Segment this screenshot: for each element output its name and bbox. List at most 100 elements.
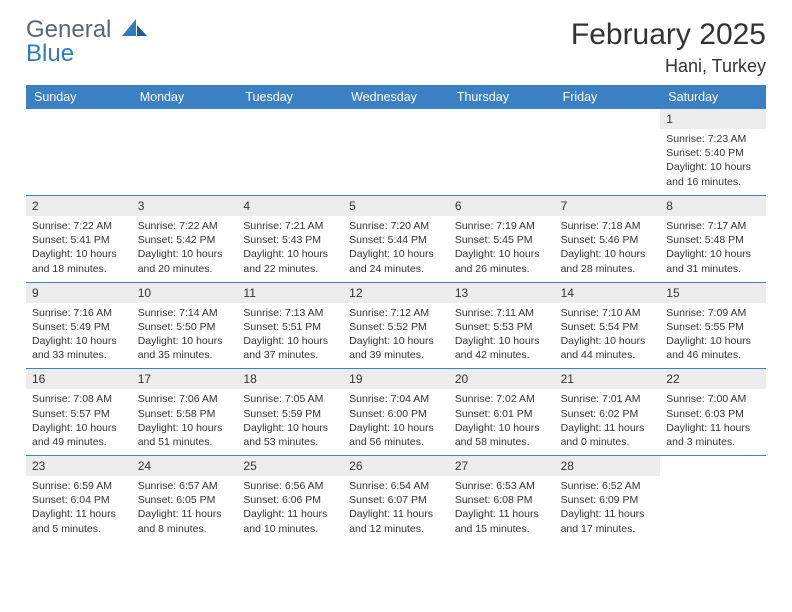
day-number: 10 (132, 283, 238, 303)
day-details: Sunrise: 7:20 AMSunset: 5:44 PMDaylight:… (343, 216, 449, 282)
daylight-text: Daylight: 10 hours and 53 minutes. (243, 421, 337, 449)
day-details: Sunrise: 7:02 AMSunset: 6:01 PMDaylight:… (449, 389, 555, 455)
calendar-cell: 9Sunrise: 7:16 AMSunset: 5:49 PMDaylight… (26, 282, 132, 369)
day-details: Sunrise: 7:22 AMSunset: 5:41 PMDaylight:… (26, 216, 132, 282)
calendar-cell (555, 109, 661, 195)
day-number: 18 (237, 369, 343, 389)
weekday-header: Sunday (26, 85, 132, 109)
sunrise-text: Sunrise: 6:57 AM (138, 479, 232, 493)
day-details: Sunrise: 6:57 AMSunset: 6:05 PMDaylight:… (132, 476, 238, 542)
sunset-text: Sunset: 6:04 PM (32, 493, 126, 507)
day-details: Sunrise: 7:00 AMSunset: 6:03 PMDaylight:… (660, 389, 766, 455)
day-details: Sunrise: 7:19 AMSunset: 5:45 PMDaylight:… (449, 216, 555, 282)
day-details: Sunrise: 6:54 AMSunset: 6:07 PMDaylight:… (343, 476, 449, 542)
day-number: 21 (555, 369, 661, 389)
day-number: 8 (660, 196, 766, 216)
sunrise-text: Sunrise: 7:05 AM (243, 392, 337, 406)
calendar-cell: 11Sunrise: 7:13 AMSunset: 5:51 PMDayligh… (237, 282, 343, 369)
sunset-text: Sunset: 6:02 PM (561, 407, 655, 421)
sunrise-text: Sunrise: 7:09 AM (666, 306, 760, 320)
sunrise-text: Sunrise: 7:17 AM (666, 219, 760, 233)
calendar-cell: 3Sunrise: 7:22 AMSunset: 5:42 PMDaylight… (132, 195, 238, 282)
sunrise-text: Sunrise: 7:22 AM (32, 219, 126, 233)
day-number: 13 (449, 283, 555, 303)
day-number: 7 (555, 196, 661, 216)
day-details: Sunrise: 7:13 AMSunset: 5:51 PMDaylight:… (237, 303, 343, 369)
daylight-text: Daylight: 11 hours and 8 minutes. (138, 507, 232, 535)
sunset-text: Sunset: 6:06 PM (243, 493, 337, 507)
day-number: 17 (132, 369, 238, 389)
sunrise-text: Sunrise: 7:12 AM (349, 306, 443, 320)
sunset-text: Sunset: 5:55 PM (666, 320, 760, 334)
daylight-text: Daylight: 10 hours and 35 minutes. (138, 334, 232, 362)
calendar-cell: 1Sunrise: 7:23 AMSunset: 5:40 PMDaylight… (660, 109, 766, 195)
sunrise-text: Sunrise: 6:52 AM (561, 479, 655, 493)
calendar-cell (26, 109, 132, 195)
sunset-text: Sunset: 5:52 PM (349, 320, 443, 334)
calendar-cell: 23Sunrise: 6:59 AMSunset: 6:04 PMDayligh… (26, 455, 132, 542)
day-number: 15 (660, 283, 766, 303)
sunrise-text: Sunrise: 7:21 AM (243, 219, 337, 233)
sunrise-text: Sunrise: 7:14 AM (138, 306, 232, 320)
sunset-text: Sunset: 5:43 PM (243, 233, 337, 247)
weekday-header: Monday (132, 85, 238, 109)
calendar-cell: 20Sunrise: 7:02 AMSunset: 6:01 PMDayligh… (449, 368, 555, 455)
day-details: Sunrise: 6:59 AMSunset: 6:04 PMDaylight:… (26, 476, 132, 542)
calendar-cell: 19Sunrise: 7:04 AMSunset: 6:00 PMDayligh… (343, 368, 449, 455)
day-details: Sunrise: 6:56 AMSunset: 6:06 PMDaylight:… (237, 476, 343, 542)
sunset-text: Sunset: 5:45 PM (455, 233, 549, 247)
sunrise-text: Sunrise: 6:54 AM (349, 479, 443, 493)
sunrise-text: Sunrise: 7:00 AM (666, 392, 760, 406)
daylight-text: Daylight: 10 hours and 37 minutes. (243, 334, 337, 362)
day-details: Sunrise: 7:09 AMSunset: 5:55 PMDaylight:… (660, 303, 766, 369)
sunrise-text: Sunrise: 7:18 AM (561, 219, 655, 233)
calendar-cell: 4Sunrise: 7:21 AMSunset: 5:43 PMDaylight… (237, 195, 343, 282)
day-number: 3 (132, 196, 238, 216)
logo-word1: General (26, 16, 111, 43)
day-details: Sunrise: 7:05 AMSunset: 5:59 PMDaylight:… (237, 389, 343, 455)
sunset-text: Sunset: 6:05 PM (138, 493, 232, 507)
calendar-cell: 26Sunrise: 6:54 AMSunset: 6:07 PMDayligh… (343, 455, 449, 542)
day-details: Sunrise: 7:08 AMSunset: 5:57 PMDaylight:… (26, 389, 132, 455)
calendar-cell (660, 455, 766, 542)
sunset-text: Sunset: 5:44 PM (349, 233, 443, 247)
sunset-text: Sunset: 5:49 PM (32, 320, 126, 334)
weekday-header: Thursday (449, 85, 555, 109)
sunset-text: Sunset: 5:53 PM (455, 320, 549, 334)
sunset-text: Sunset: 5:50 PM (138, 320, 232, 334)
sunrise-text: Sunrise: 7:23 AM (666, 132, 760, 146)
calendar-cell (449, 109, 555, 195)
daylight-text: Daylight: 10 hours and 42 minutes. (455, 334, 549, 362)
day-details: Sunrise: 6:52 AMSunset: 6:09 PMDaylight:… (555, 476, 661, 542)
day-number: 19 (343, 369, 449, 389)
calendar-cell (132, 109, 238, 195)
sunrise-text: Sunrise: 7:19 AM (455, 219, 549, 233)
day-details: Sunrise: 7:21 AMSunset: 5:43 PMDaylight:… (237, 216, 343, 282)
title-block: February 2025 Hani, Turkey (571, 18, 766, 77)
day-number: 20 (449, 369, 555, 389)
day-number: 1 (660, 109, 766, 129)
month-title: February 2025 (571, 18, 766, 52)
daylight-text: Daylight: 11 hours and 3 minutes. (666, 421, 760, 449)
day-details: Sunrise: 7:06 AMSunset: 5:58 PMDaylight:… (132, 389, 238, 455)
daylight-text: Daylight: 10 hours and 58 minutes. (455, 421, 549, 449)
sunrise-text: Sunrise: 7:16 AM (32, 306, 126, 320)
sunset-text: Sunset: 6:03 PM (666, 407, 760, 421)
day-number: 26 (343, 456, 449, 476)
calendar-cell: 10Sunrise: 7:14 AMSunset: 5:50 PMDayligh… (132, 282, 238, 369)
day-details: Sunrise: 7:14 AMSunset: 5:50 PMDaylight:… (132, 303, 238, 369)
weekday-header-row: Sunday Monday Tuesday Wednesday Thursday… (26, 85, 766, 109)
page-header: General Blue February 2025 Hani, Turkey (26, 18, 766, 77)
sunset-text: Sunset: 5:51 PM (243, 320, 337, 334)
daylight-text: Daylight: 10 hours and 22 minutes. (243, 247, 337, 275)
day-details: Sunrise: 7:10 AMSunset: 5:54 PMDaylight:… (555, 303, 661, 369)
weekday-header: Tuesday (237, 85, 343, 109)
calendar-cell: 21Sunrise: 7:01 AMSunset: 6:02 PMDayligh… (555, 368, 661, 455)
daylight-text: Daylight: 10 hours and 44 minutes. (561, 334, 655, 362)
daylight-text: Daylight: 10 hours and 18 minutes. (32, 247, 126, 275)
calendar-cell (343, 109, 449, 195)
day-number: 28 (555, 456, 661, 476)
calendar-cell: 16Sunrise: 7:08 AMSunset: 5:57 PMDayligh… (26, 368, 132, 455)
calendar-cell: 2Sunrise: 7:22 AMSunset: 5:41 PMDaylight… (26, 195, 132, 282)
day-details: Sunrise: 7:22 AMSunset: 5:42 PMDaylight:… (132, 216, 238, 282)
